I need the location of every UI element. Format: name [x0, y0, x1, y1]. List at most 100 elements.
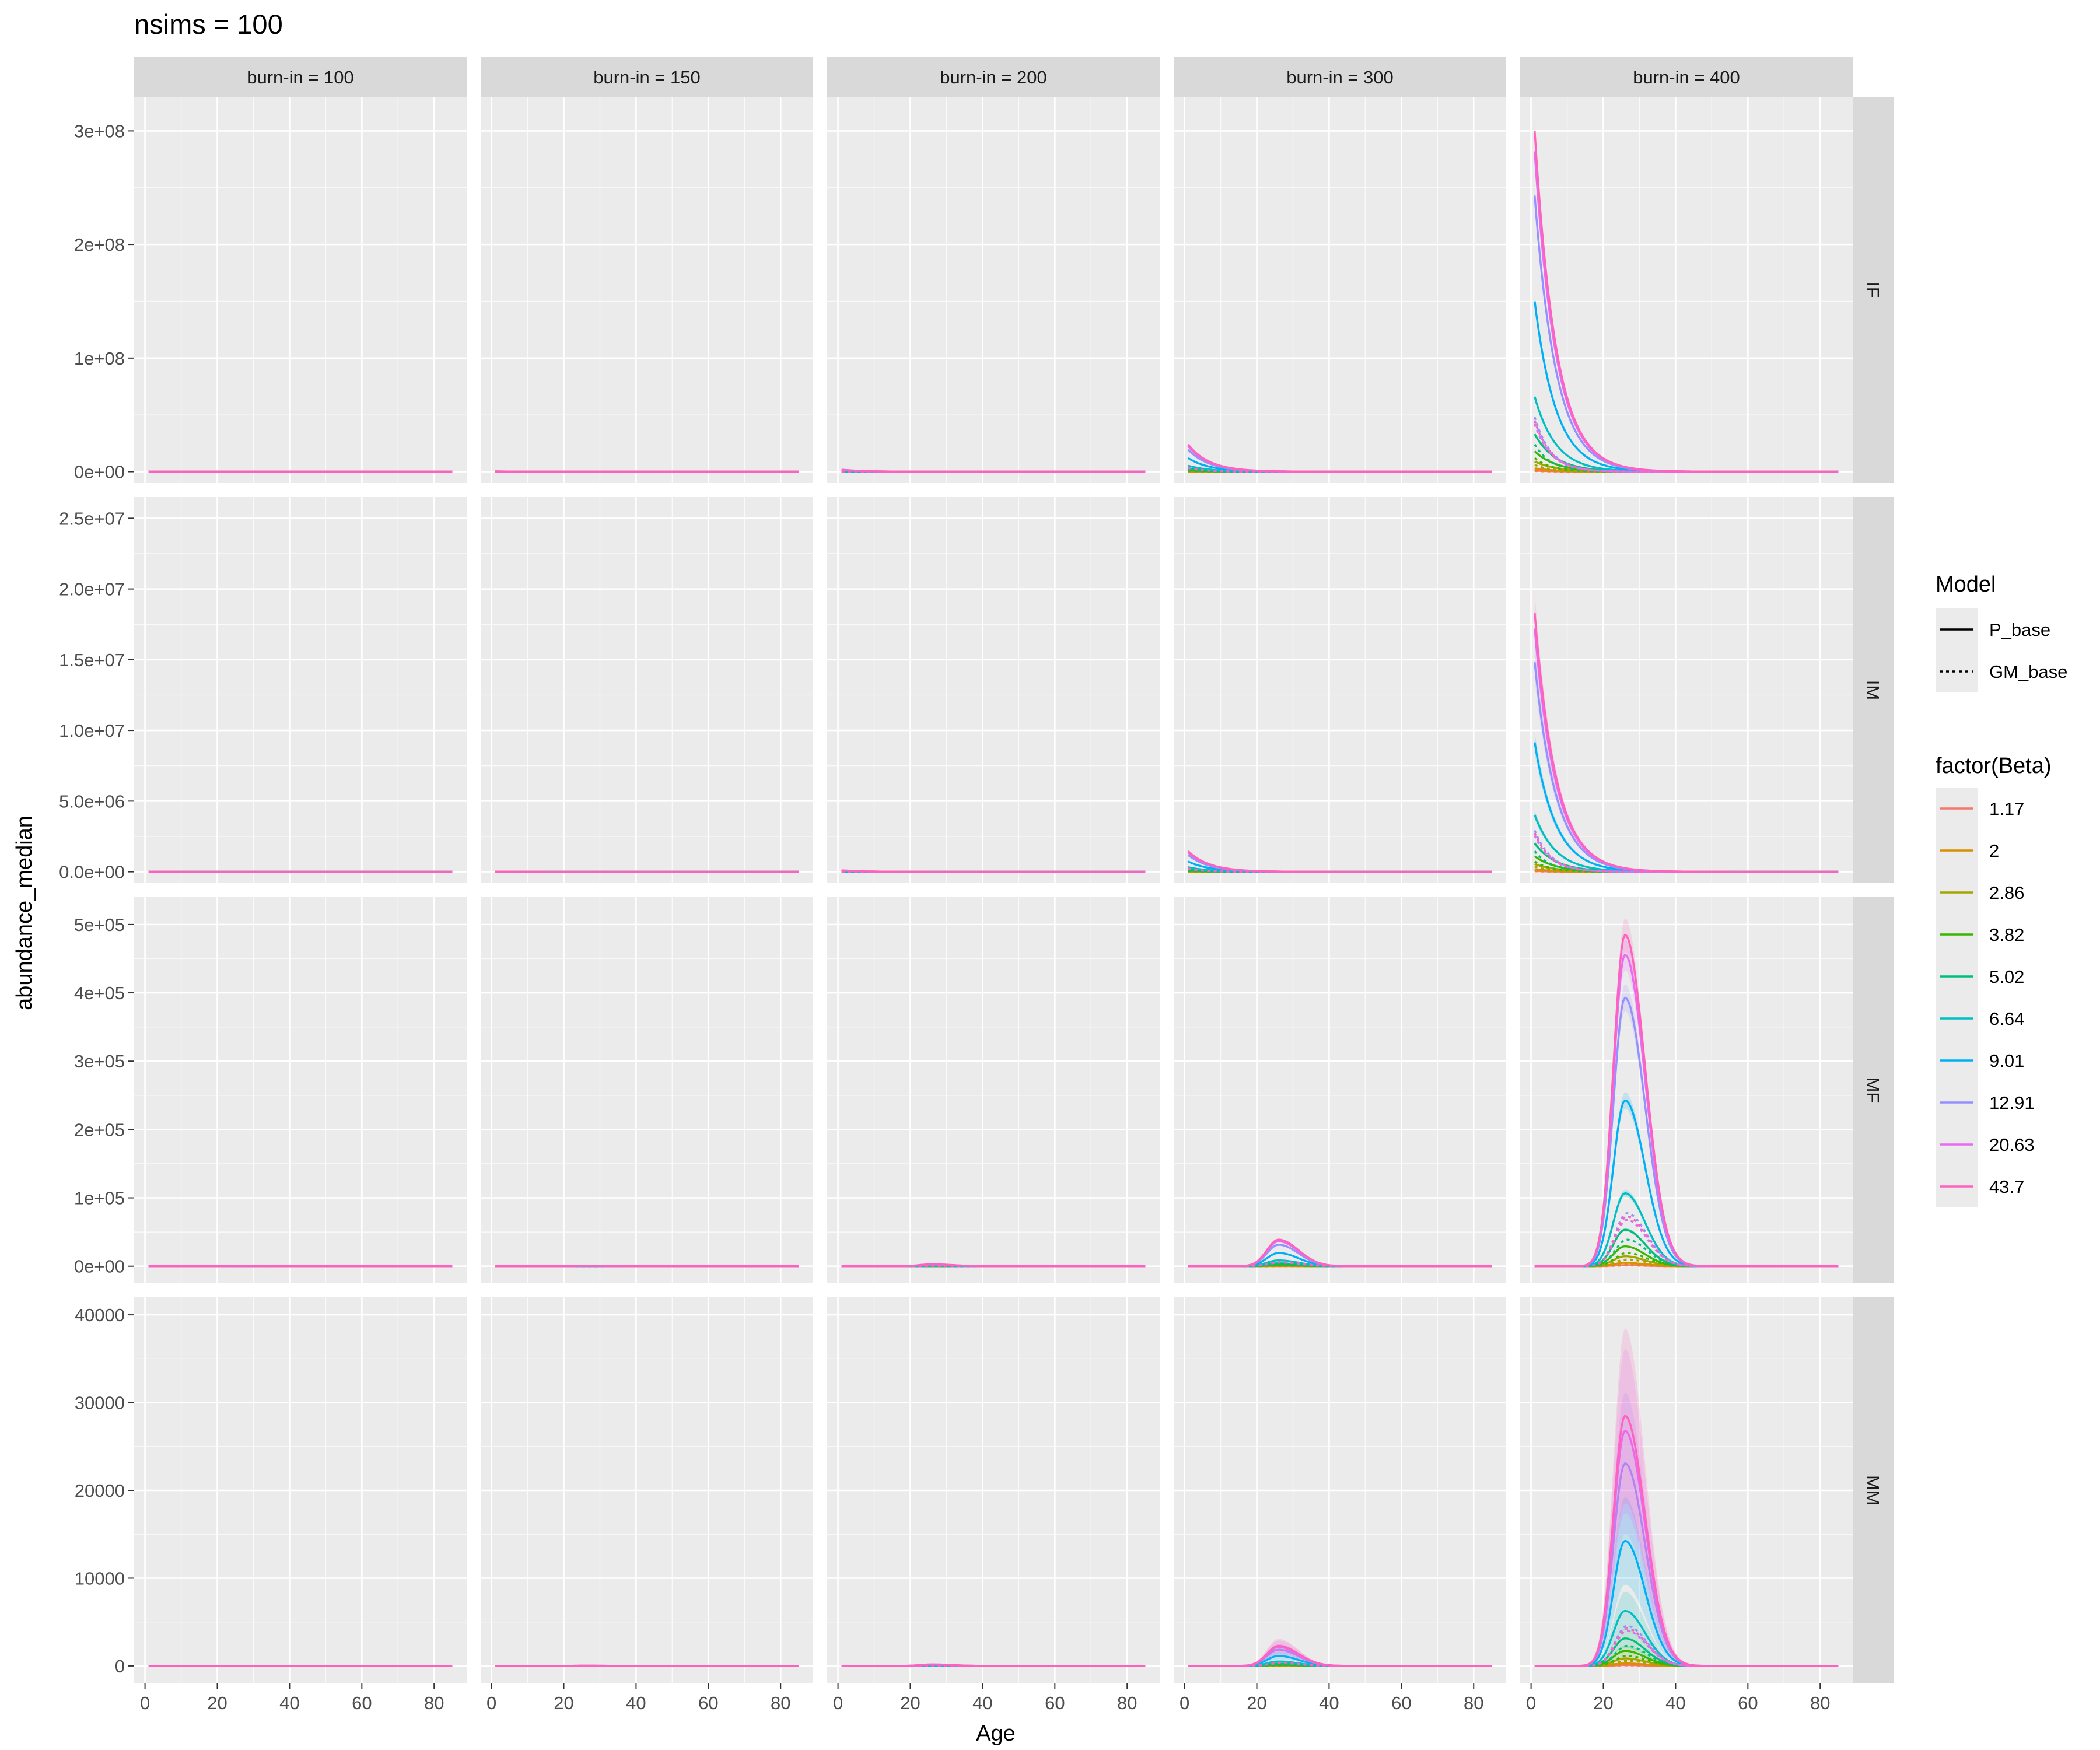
panel-background — [1520, 97, 1853, 483]
facet-panel — [134, 897, 467, 1283]
x-tick-label: 20 — [900, 1693, 920, 1713]
facet-panel — [827, 897, 1160, 1283]
y-tick-label: 20000 — [75, 1480, 125, 1501]
panel-background — [134, 897, 467, 1283]
series-band — [1188, 1652, 1492, 1666]
y-axis-title: abundance_median — [12, 816, 37, 1010]
facet-strip-row — [1853, 897, 1894, 1283]
facet-panel — [481, 897, 813, 1283]
x-tick-label: 80 — [1464, 1693, 1483, 1713]
legend-label-beta: 12.91 — [1989, 1093, 2035, 1113]
series-line — [1534, 933, 1839, 1268]
y-tick-label: 30000 — [75, 1393, 125, 1413]
panel-background — [134, 97, 467, 483]
x-tick-label: 60 — [1391, 1693, 1411, 1713]
series-band — [1534, 1392, 1839, 1666]
series-line — [1187, 850, 1492, 873]
plot-title: nsims = 100 — [134, 9, 283, 40]
legend-label-beta: 6.64 — [1989, 1009, 2024, 1029]
facet-strip-row-label: IF — [1863, 282, 1883, 298]
series-band — [1188, 1644, 1492, 1666]
series-line — [841, 869, 1146, 873]
facet-panel — [481, 1297, 813, 1684]
legend-label-beta: 43.7 — [1989, 1177, 2024, 1197]
panel-background — [827, 97, 1160, 483]
y-tick-label: 1e+08 — [74, 348, 125, 369]
y-tick-label: 1e+05 — [74, 1188, 125, 1209]
x-tick-label: 20 — [1593, 1693, 1613, 1713]
facet-panel — [827, 97, 1160, 483]
y-tick-label: 0.0e+00 — [59, 862, 125, 883]
legend-label-beta: 3.82 — [1989, 925, 2024, 945]
series-band — [1188, 1639, 1492, 1666]
facet-strip-row-label: MF — [1863, 1077, 1883, 1104]
x-tick-label: 20 — [207, 1693, 227, 1713]
facet-panel — [827, 1297, 1160, 1684]
y-tick-label: 2e+08 — [74, 235, 125, 255]
facet-panel — [134, 1297, 467, 1684]
panel-background — [1520, 897, 1853, 1283]
panel-background — [827, 897, 1160, 1283]
facet-strip-col-label: burn-in = 200 — [940, 67, 1047, 88]
legend-label-model: P_base — [1989, 620, 2050, 640]
x-tick-label: 40 — [1665, 1693, 1685, 1713]
x-tick-label: 60 — [698, 1693, 718, 1713]
series-line — [495, 470, 799, 473]
series-band — [1534, 1646, 1839, 1666]
x-tick-label: 20 — [1247, 1693, 1266, 1713]
facet-panel — [1520, 897, 1853, 1283]
facet-strip-row-label: IM — [1863, 680, 1883, 700]
panel-background — [481, 97, 813, 483]
facet-strip-col-label: burn-in = 300 — [1286, 67, 1394, 88]
y-tick-label: 2.5e+07 — [59, 508, 125, 528]
series-band — [1534, 1629, 1839, 1666]
legend-label-beta: 1.17 — [1989, 799, 2024, 819]
panel-background — [481, 897, 813, 1283]
x-tick-label: 60 — [1738, 1693, 1758, 1713]
facet-strip-col — [134, 57, 467, 97]
series-band — [1534, 1328, 1839, 1666]
y-tick-label: 1.5e+07 — [59, 650, 125, 670]
y-tick-label: 1.0e+07 — [59, 720, 125, 741]
x-tick-label: 0 — [1180, 1693, 1189, 1713]
x-tick-label: 40 — [279, 1693, 299, 1713]
x-tick-label: 80 — [1117, 1693, 1137, 1713]
y-tick-label: 0e+00 — [74, 1256, 125, 1277]
y-tick-label: 3e+08 — [74, 121, 125, 141]
y-tick-label: 40000 — [75, 1305, 125, 1325]
x-tick-label: 40 — [972, 1693, 992, 1713]
x-axis-title: Age — [976, 1721, 1016, 1746]
series-line — [841, 468, 1146, 473]
x-tick-label: 0 — [833, 1693, 843, 1713]
facet-strip-row — [1853, 1297, 1894, 1684]
facet-strip-col-label: burn-in = 100 — [247, 67, 354, 88]
series-line — [1188, 1238, 1492, 1268]
series-line — [1187, 443, 1492, 473]
y-tick-label: 2e+05 — [74, 1119, 125, 1140]
legend-label-beta: 2 — [1989, 841, 1999, 861]
legend: Model P_base GM_base factor(Beta) 1.17 2 2.86 3… — [1936, 572, 2067, 1208]
series-line — [841, 1663, 1146, 1667]
facet-panel — [134, 497, 467, 883]
panel-background — [827, 497, 1160, 883]
series-line — [1534, 1630, 1839, 1667]
x-tick-label: 60 — [352, 1693, 372, 1713]
x-tick-label: 0 — [1526, 1693, 1536, 1713]
facet-strip-row-label: MM — [1863, 1475, 1883, 1506]
y-tick-label: 3e+05 — [74, 1051, 125, 1072]
series-line — [1534, 131, 1839, 473]
facet-strip-row — [1853, 497, 1894, 883]
x-tick-label: 20 — [554, 1693, 573, 1713]
y-tick-label: 0 — [115, 1656, 125, 1676]
panel-background — [134, 497, 467, 883]
facet-strip-col — [1174, 57, 1506, 97]
facet-panel — [1174, 1297, 1506, 1684]
legend-label-beta: 20.63 — [1989, 1135, 2035, 1155]
facet-panel — [134, 97, 467, 483]
facet-panel — [827, 497, 1160, 883]
x-tick-label: 80 — [1810, 1693, 1830, 1713]
facet-panels: burn-in = 100 burn-in = 150 burn-in = 200 b… — [59, 57, 1894, 1713]
facet-strip-col-label: burn-in = 150 — [593, 67, 701, 88]
legend-label-beta: 5.02 — [1989, 967, 2024, 987]
